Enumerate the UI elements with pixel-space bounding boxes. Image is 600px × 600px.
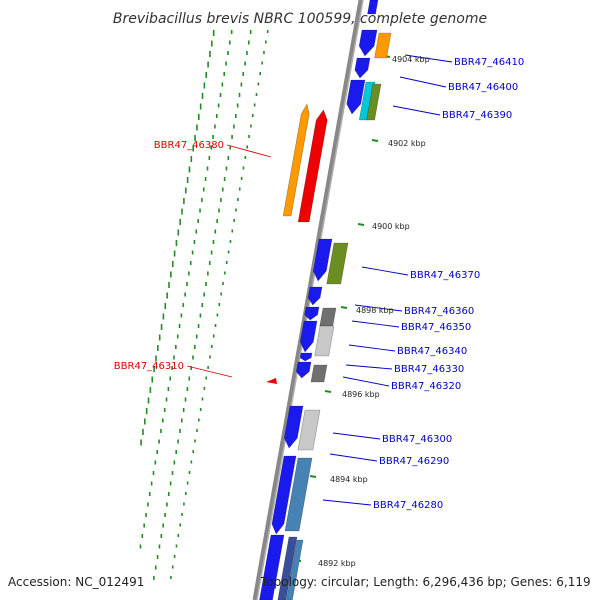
gene-label: BBR47_46400	[448, 82, 518, 93]
cds-block	[284, 457, 313, 532]
gene-label: BBR47_46390	[442, 110, 512, 121]
gene-label: BBR47_46280	[373, 500, 443, 511]
topology-text: Topology: circular; Length: 6,296,436 bp…	[260, 575, 591, 589]
scale-tick	[324, 390, 332, 393]
cds-block	[319, 307, 337, 327]
cds-block	[314, 325, 335, 357]
gene-label: BBR47_46380	[154, 140, 224, 151]
cds-block	[286, 539, 304, 600]
scale-tick	[357, 223, 365, 226]
cds-block	[307, 286, 323, 306]
gene-label: BBR47_46340	[397, 346, 467, 357]
leader-line	[351, 320, 400, 328]
scale-guides	[139, 30, 391, 580]
leader-line	[348, 344, 396, 352]
cds-block	[266, 378, 277, 384]
gene-features	[259, 0, 392, 600]
cds-block	[304, 306, 320, 321]
gene-label: BBR47_46350	[401, 322, 471, 333]
cds-block	[326, 242, 349, 285]
gene-label: BBR47_46370	[410, 270, 480, 281]
cds-block	[367, 0, 379, 15]
cds-block	[354, 57, 371, 79]
scale-tick	[371, 139, 379, 142]
cds-block	[259, 534, 285, 600]
leader-line	[186, 365, 233, 378]
accession-text: Accession: NC_012491	[8, 575, 144, 589]
genome-axis	[252, 0, 364, 600]
label-leaders	[186, 54, 453, 506]
leader-line	[392, 105, 441, 116]
gene-label: BBR47_46360	[404, 306, 474, 317]
map-title: Brevibacillus brevis NBRC 100599, comple…	[113, 11, 487, 27]
scale-tick	[340, 306, 348, 309]
cds-block	[271, 455, 297, 535]
cds-block	[366, 83, 382, 121]
gene-label: BBR47_46320	[391, 381, 461, 392]
scale-labels: 4904 kbp 4902 kbp 4900 kbp 4898 kbp 4896 kbp…	[318, 55, 430, 568]
scale-label: 4904 kbp	[392, 55, 430, 64]
scale-label: 4896 kbp	[342, 390, 380, 399]
leader-line	[329, 453, 378, 462]
leader-line	[399, 76, 447, 88]
cds-block	[299, 320, 318, 353]
gene-label: BBR47_46290	[379, 456, 449, 467]
gene-label: BBR47_46310	[114, 361, 184, 372]
gene-labels: BBR47_46410 BBR47_46400 BBR47_46390 BBR47_4…	[114, 57, 524, 511]
leader-line	[342, 376, 390, 387]
gene-label: BBR47_46410	[454, 57, 524, 68]
scale-label: 4898 kbp	[356, 306, 394, 315]
cds-block	[282, 103, 310, 217]
scale-tick	[309, 475, 317, 478]
cds-block	[310, 364, 328, 383]
scale-label: 4894 kbp	[330, 475, 368, 484]
scale-label: 4892 kbp	[318, 559, 356, 568]
cds-block	[277, 536, 298, 600]
leader-line	[404, 54, 453, 63]
cds-block	[374, 32, 392, 59]
leader-line	[361, 266, 409, 276]
leader-line	[345, 364, 393, 370]
leader-line	[226, 144, 272, 158]
leader-line	[354, 304, 403, 312]
cds-block	[358, 29, 378, 57]
gene-label: BBR47_46300	[382, 434, 452, 445]
scale-label: 4902 kbp	[388, 139, 426, 148]
cds-block	[297, 409, 321, 451]
cds-block	[297, 109, 328, 223]
cds-block	[295, 361, 312, 379]
leader-line	[332, 432, 381, 440]
cds-block	[299, 352, 313, 362]
leader-line	[322, 499, 372, 506]
cds-block	[346, 79, 366, 115]
cds-block	[313, 238, 333, 282]
gene-label: BBR47_46330	[394, 364, 464, 375]
axis-line	[252, 0, 364, 600]
scale-label: 4900 kbp	[372, 222, 410, 231]
cds-block	[284, 405, 304, 449]
